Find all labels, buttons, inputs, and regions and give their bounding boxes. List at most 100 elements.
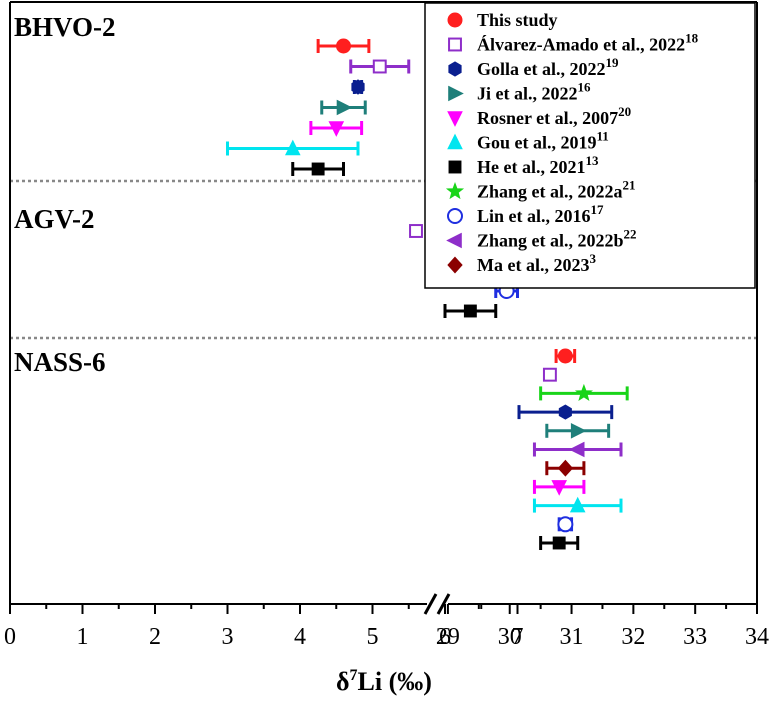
legend-marker <box>445 181 465 200</box>
x-tick-label: 30 <box>498 624 522 650</box>
data-point-nass-6-ji <box>545 422 611 439</box>
x-axis-tick-labels: 0 1 2 3 4 5 6 729 30 31 32 33 34 <box>4 624 769 650</box>
sample-labels: BHVO-2 AGV-2 NASS-6 <box>14 12 115 377</box>
x-tick-label: 29 <box>436 624 460 650</box>
legend-marker <box>448 61 462 77</box>
sample-label-agv-2: AGV-2 <box>14 204 95 234</box>
legend-marker <box>446 232 462 249</box>
x-axis-label: δ7Li (‰) <box>336 667 432 696</box>
x-tick-label: 3 <box>222 624 234 650</box>
data-point-nass-6-gou <box>532 496 623 513</box>
x-tick-label: 31 <box>560 624 584 650</box>
legend-label: Lin et al., 201617 <box>477 202 604 226</box>
x-tick-label: 5 <box>367 624 379 650</box>
data-point-nass-6-ma <box>545 459 586 477</box>
legend-marker <box>447 111 463 127</box>
x-tick-label: 4 <box>294 624 306 650</box>
point-marker <box>558 404 572 420</box>
data-point-bhvo-2-gou <box>226 139 360 156</box>
point-marker <box>328 121 345 137</box>
axis-break-mark-2 <box>436 593 451 615</box>
x-tick-label: 6 <box>439 624 451 650</box>
legend-item-rosner: Rosner et al., 200720 <box>447 104 631 128</box>
legend-label: Ji et al., 202216 <box>477 80 591 104</box>
legend-label: Zhang et al., 2022b22 <box>477 227 637 251</box>
sample-label-bhvo-2: BHVO-2 <box>14 12 115 42</box>
data-point-nass-6-he <box>539 536 580 550</box>
point-marker <box>409 224 423 238</box>
legend-item-he: He et al., 202113 <box>448 153 599 177</box>
legend-label: Gou et al., 201911 <box>477 129 609 153</box>
point-marker <box>552 536 566 550</box>
legend-label: Golla et al., 202219 <box>477 55 619 79</box>
data-point-nass-6-alvarez <box>542 367 557 382</box>
legend-item-zhangb: Zhang et al., 2022b22 <box>446 227 637 251</box>
data-point-nass-6-rosner <box>532 479 586 496</box>
data-point-bhvo-2-rosner <box>309 121 364 137</box>
legend-item-this: This study <box>447 10 558 30</box>
legend-label: He et al., 202113 <box>477 153 599 177</box>
x-tick-label: 34 <box>745 624 769 650</box>
legend-label: Álvarez-Amado et al., 202218 <box>477 31 699 55</box>
data-point-agv-2-he <box>443 304 498 318</box>
point-marker <box>336 99 353 116</box>
x-tick-label: 32 <box>621 624 645 650</box>
legend-item-ma: Ma et al., 20233 <box>447 251 596 275</box>
data-point-bhvo-2-ji <box>320 99 367 116</box>
point-marker <box>336 38 351 54</box>
data-point-nass-6-zhangb <box>532 441 623 458</box>
point-marker <box>284 139 301 156</box>
point-marker <box>557 459 574 477</box>
legend-marker <box>447 133 463 150</box>
legend-label: Zhang et al., 2022a21 <box>477 178 636 202</box>
point-marker <box>569 496 586 513</box>
data-point-nass-6-golla <box>517 404 614 420</box>
legend-item-alvarez: Álvarez-Amado et al., 202218 <box>448 31 699 55</box>
data-point-agv-2-alvarez <box>409 224 423 238</box>
legend-marker <box>447 12 463 28</box>
x-tick-label: 7 <box>512 624 524 650</box>
x-tick-label: 0 <box>4 624 16 650</box>
legend-item-lin: Lin et al., 201617 <box>447 202 604 226</box>
data-point-nass-6-lin <box>557 516 574 533</box>
data-point-bhvo-2-golla <box>351 79 365 95</box>
point-marker <box>557 516 574 533</box>
point-marker <box>568 441 585 458</box>
data-point-bhvo-2-this <box>316 38 371 54</box>
data-point-bhvo-2-he <box>291 162 345 176</box>
point-marker <box>351 79 365 95</box>
section-dividers <box>10 179 757 340</box>
legend-marker <box>448 160 462 174</box>
point-marker <box>311 162 325 176</box>
legend-marker <box>448 85 464 102</box>
x-tick-label: 2 <box>149 624 161 650</box>
sample-label-nass-6: NASS-6 <box>14 347 106 377</box>
legend-item-gou: Gou et al., 201911 <box>447 129 609 153</box>
point-marker <box>551 480 568 496</box>
point-marker <box>463 304 477 318</box>
point-marker <box>574 383 593 402</box>
legend-label: This study <box>477 10 558 30</box>
x-tick-label: 33 <box>683 624 707 650</box>
axis-break-mark-1 <box>423 593 438 615</box>
point-marker <box>570 422 587 439</box>
point-marker <box>542 367 557 382</box>
x-tick-label: 1 <box>77 624 89 650</box>
x-axis-ticks <box>9 604 758 614</box>
legend-item-ji: Ji et al., 202216 <box>448 80 591 104</box>
legend-box <box>424 2 756 289</box>
legend-marker <box>448 37 462 52</box>
legend-label: Ma et al., 20233 <box>477 251 596 275</box>
data-point-nass-6-this <box>554 348 577 364</box>
point-marker <box>557 348 573 364</box>
point-marker <box>372 59 387 74</box>
legend-marker <box>447 256 463 274</box>
legend-item-zhanga: Zhang et al., 2022a21 <box>445 178 636 202</box>
legend-item-golla: Golla et al., 202219 <box>448 55 619 79</box>
legend-marker <box>447 208 463 224</box>
data-point-bhvo-2-alvarez <box>349 59 411 74</box>
data-point-nass-6-zhanga <box>539 383 629 402</box>
legend-label: Rosner et al., 200720 <box>477 104 631 128</box>
